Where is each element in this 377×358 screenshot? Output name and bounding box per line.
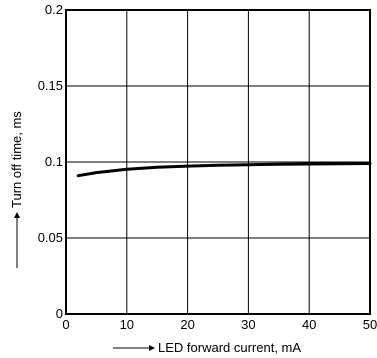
y-axis-title: Turn off time, ms xyxy=(9,111,24,208)
x-tick-label: 40 xyxy=(302,317,316,332)
series-layer xyxy=(76,162,372,178)
y-tick-label: 0 xyxy=(56,306,63,321)
grid xyxy=(66,10,370,314)
x-tick-label: 30 xyxy=(241,317,255,332)
x-axis-title: LED forward current, mA xyxy=(158,340,301,355)
y-tick-label: 0.15 xyxy=(38,78,63,93)
plot-frame xyxy=(65,9,371,315)
x-tick-labels: 0 10 20 30 40 50 xyxy=(62,317,377,332)
x-tick-label: 50 xyxy=(363,317,377,332)
x-tick-label: 0 xyxy=(62,317,69,332)
x-axis-arrow-head xyxy=(149,345,155,351)
y-tick-label: 0.1 xyxy=(45,154,63,169)
x-tick-label: 20 xyxy=(180,317,194,332)
y-tick-label: 0.2 xyxy=(45,2,63,17)
series-line xyxy=(76,162,372,178)
y-tick-label: 0.05 xyxy=(38,230,63,245)
x-tick-label: 10 xyxy=(120,317,134,332)
x-axis-title-group: LED forward current, mA xyxy=(113,340,301,355)
y-axis-title-group: Turn off time, ms xyxy=(9,111,24,268)
y-axis-arrow-head xyxy=(14,212,20,218)
y-tick-labels: 0 0.05 0.1 0.15 0.2 xyxy=(38,2,63,321)
